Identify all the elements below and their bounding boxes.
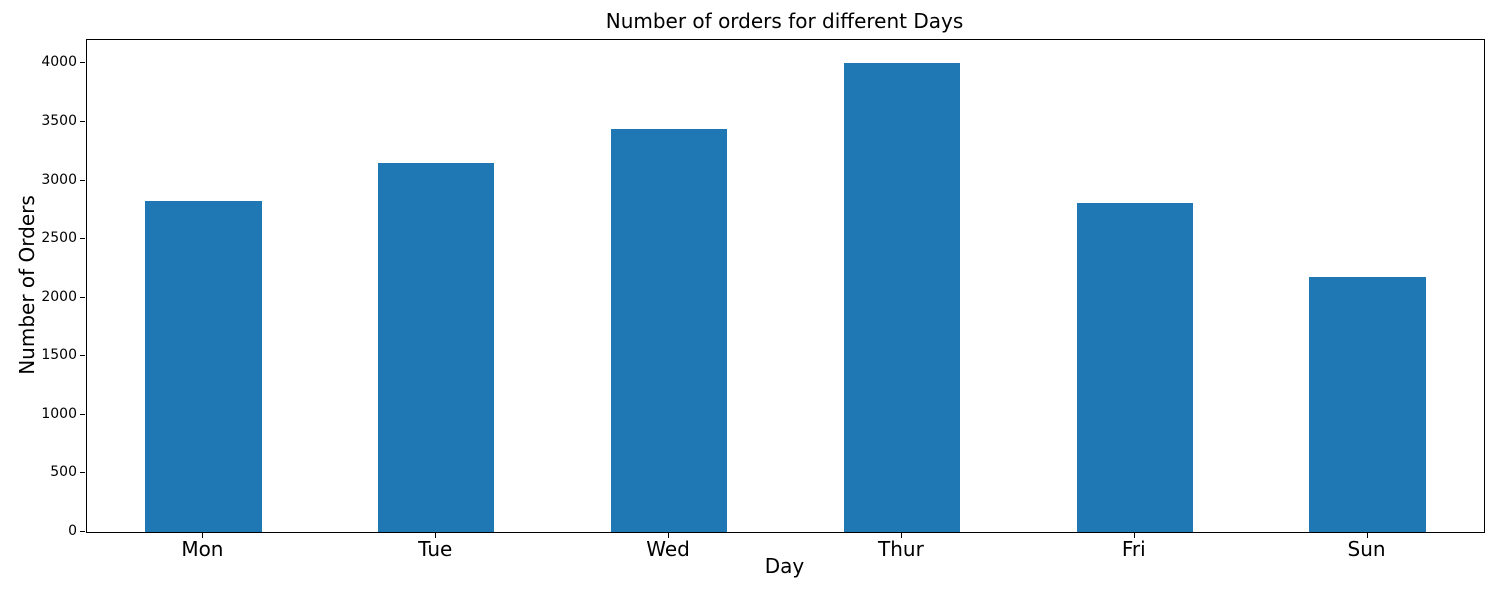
plot-area xyxy=(86,39,1485,533)
x-tick-label-sun: Sun xyxy=(1347,537,1386,561)
y-tick-mark xyxy=(80,531,85,532)
x-tick-label-fri: Fri xyxy=(1121,537,1146,561)
y-tick-label: 1500 xyxy=(41,347,77,364)
y-tick-label: 2000 xyxy=(41,288,77,305)
y-tick-label: 4000 xyxy=(41,54,77,71)
y-tick-mark xyxy=(80,121,85,122)
bar-mon xyxy=(145,200,262,532)
bar-thur xyxy=(843,63,961,532)
bar-sun xyxy=(1309,276,1426,532)
bar-fri xyxy=(1076,202,1193,532)
y-tick-mark xyxy=(80,472,85,474)
y-tick-label: 2500 xyxy=(41,230,77,247)
y-tick-label: 1000 xyxy=(41,405,77,422)
x-axis-label: Day xyxy=(764,554,805,578)
y-tick-mark xyxy=(80,413,85,415)
x-tick-label-wed: Wed xyxy=(646,537,690,561)
y-tick-mark xyxy=(80,179,85,181)
x-tick-label-mon: Mon xyxy=(181,537,224,561)
x-tick-mark xyxy=(202,533,204,538)
y-tick-label: 0 xyxy=(68,523,77,539)
y-tick-label: 3000 xyxy=(41,171,77,188)
x-tick-label-tue: Tue xyxy=(418,537,453,561)
y-tick-mark xyxy=(80,238,85,240)
x-tick-mark xyxy=(1366,533,1368,538)
x-tick-mark xyxy=(435,533,437,538)
x-tick-label-thur: Thur xyxy=(878,537,924,561)
y-tick-mark xyxy=(80,355,85,357)
bar-tue xyxy=(378,163,495,532)
chart-title: Number of orders for different Days xyxy=(605,9,964,33)
y-tick-mark xyxy=(80,296,85,298)
x-tick-mark xyxy=(900,533,902,538)
x-tick-mark xyxy=(1133,533,1135,538)
bar-wed xyxy=(610,129,728,532)
y-tick-label: 3500 xyxy=(41,113,77,129)
y-tick-mark xyxy=(80,62,85,64)
y-tick-label: 500 xyxy=(50,464,77,481)
x-tick-mark xyxy=(668,533,670,538)
